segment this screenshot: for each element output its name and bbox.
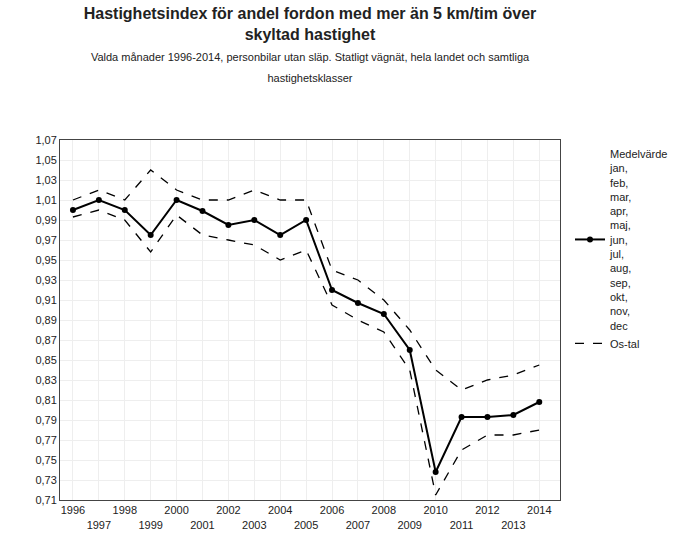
svg-text:2008: 2008 [372,504,396,516]
svg-text:1,05: 1,05 [35,154,56,166]
svg-text:Os-tal: Os-tal [610,338,639,350]
svg-text:1,07: 1,07 [35,134,56,146]
svg-text:0,89: 0,89 [35,314,56,326]
svg-text:0,85: 0,85 [35,354,56,366]
svg-text:0,79: 0,79 [35,414,56,426]
svg-text:1999: 1999 [138,519,162,531]
svg-text:2009: 2009 [397,519,421,531]
svg-text:1,01: 1,01 [35,194,56,206]
svg-text:2005: 2005 [294,519,318,531]
svg-text:2010: 2010 [423,504,447,516]
svg-text:0,71: 0,71 [35,494,56,506]
svg-text:0,87: 0,87 [35,334,56,346]
svg-text:0,91: 0,91 [35,294,56,306]
svg-text:2004: 2004 [268,504,292,516]
svg-text:2000: 2000 [164,504,188,516]
svg-text:0,99: 0,99 [35,214,56,226]
svg-text:0,93: 0,93 [35,274,56,286]
svg-text:0,83: 0,83 [35,374,56,386]
svg-text:2012: 2012 [475,504,499,516]
svg-text:Medelvärdejan,feb,mar,apr,maj,: Medelvärdejan,feb,mar,apr,maj,jun,jul,au… [609,148,667,332]
svg-text:0,75: 0,75 [35,454,56,466]
svg-text:2011: 2011 [450,519,474,531]
svg-text:0,95: 0,95 [35,254,56,266]
svg-text:0,81: 0,81 [35,394,56,406]
svg-text:2002: 2002 [216,504,240,516]
svg-text:2007: 2007 [346,519,370,531]
svg-text:1996: 1996 [61,504,85,516]
svg-text:1997: 1997 [87,519,111,531]
svg-text:0,77: 0,77 [35,434,56,446]
svg-text:2014: 2014 [527,504,551,516]
svg-text:0,73: 0,73 [35,474,56,486]
svg-text:2003: 2003 [242,519,266,531]
svg-text:2006: 2006 [320,504,344,516]
svg-text:1,03: 1,03 [35,174,56,186]
svg-text:Hastighetsindex för andel ford: Hastighetsindex för andel fordon med mer… [84,5,537,83]
svg-text:2001: 2001 [190,519,214,531]
svg-text:1998: 1998 [113,504,137,516]
svg-text:2013: 2013 [501,519,525,531]
svg-text:0,97: 0,97 [35,234,56,246]
